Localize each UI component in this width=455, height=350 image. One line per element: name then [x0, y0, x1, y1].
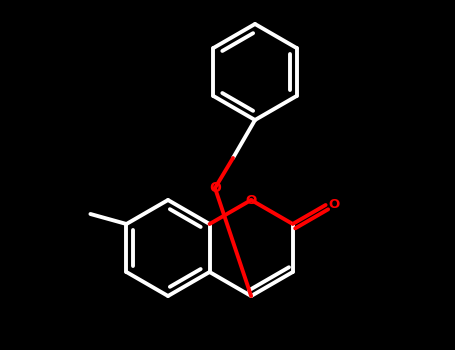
- Text: O: O: [209, 181, 221, 195]
- Text: O: O: [328, 198, 339, 211]
- Text: O: O: [246, 194, 257, 206]
